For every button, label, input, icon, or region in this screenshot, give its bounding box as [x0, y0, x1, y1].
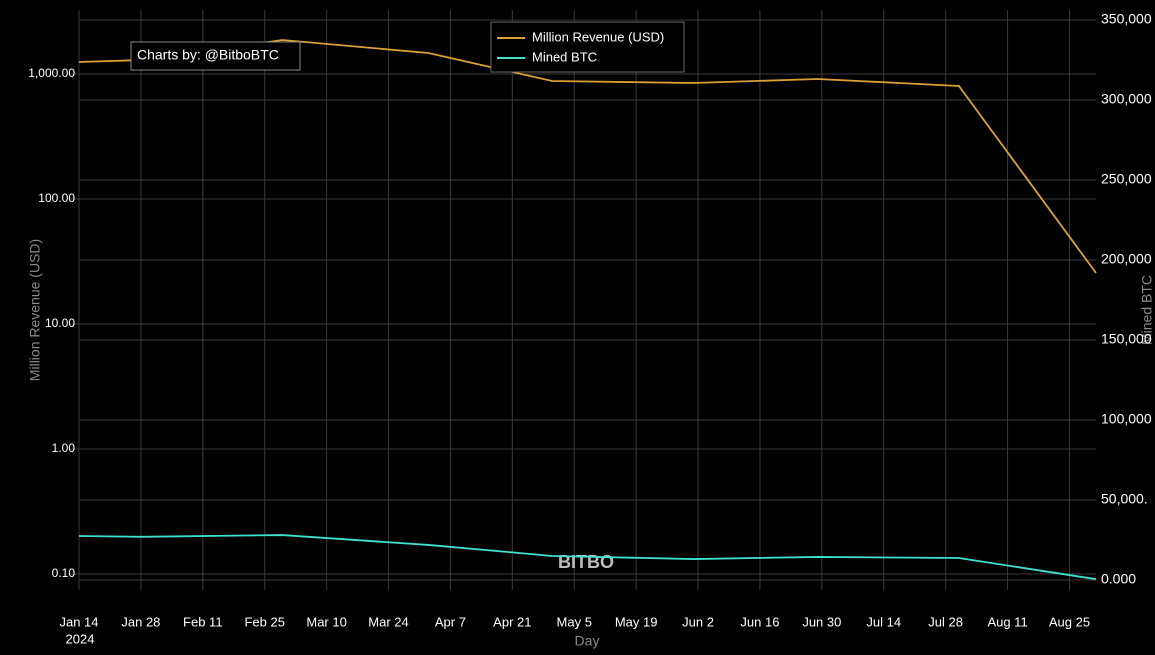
x-tick-label: Jul 28	[928, 614, 963, 629]
legend-label: Mined BTC	[532, 49, 597, 64]
y-tick-label: 1.00	[52, 441, 76, 455]
x-tick-label: May 19	[615, 614, 658, 629]
legend-label: Million Revenue (USD)	[532, 29, 664, 44]
y2-tick-label: 100,000	[1101, 411, 1152, 427]
x-tick-label: Apr 7	[435, 614, 466, 629]
y2-tick-label: 300,000	[1101, 91, 1152, 107]
x-tick-label: Jun 30	[802, 614, 841, 629]
x-tick-label: Apr 21	[493, 614, 531, 629]
x-tick-label: Mar 24	[368, 614, 408, 629]
x-tick-label: Jan 14	[59, 614, 98, 629]
x-tick-label: May 5	[557, 614, 592, 629]
y2-axis-title: Mined BTC	[1139, 275, 1155, 345]
x-year-label: 2024	[66, 631, 95, 646]
y-axis-title: Million Revenue (USD)	[27, 239, 43, 381]
watermark: BITBO	[558, 552, 614, 572]
y-tick-label: 1,000.00	[28, 66, 75, 80]
x-tick-label: Jun 16	[740, 614, 779, 629]
y-tick-label: 0.10	[52, 566, 76, 580]
x-tick-label: Jul 14	[866, 614, 901, 629]
y2-tick-label: 200,000	[1101, 251, 1152, 267]
x-tick-label: Feb 11	[183, 614, 223, 629]
y-tick-label: 100.00	[38, 191, 75, 205]
y2-tick-label: 50,000.	[1101, 491, 1148, 507]
y2-tick-label: 0.000	[1101, 571, 1136, 587]
y2-tick-label: 350,000	[1101, 11, 1152, 27]
x-tick-label: Jun 2	[682, 614, 714, 629]
y2-tick-label: 250,000	[1101, 171, 1152, 187]
x-tick-label: Jan 28	[121, 614, 160, 629]
x-tick-label: Mar 10	[306, 614, 346, 629]
y2-tick-label: 150,000	[1101, 331, 1152, 347]
annotation-box	[130, 41, 301, 71]
x-tick-label: Aug 25	[1049, 614, 1090, 629]
annotation: Charts by: @BitboBTC	[137, 47, 279, 63]
series-line	[78, 534, 1097, 581]
x-axis-title: Day	[575, 633, 600, 649]
legend-box	[490, 21, 685, 73]
x-tick-label: Aug 11	[987, 614, 1027, 629]
y-tick-label: 10.00	[45, 316, 75, 330]
x-tick-label: Feb 25	[244, 614, 284, 629]
